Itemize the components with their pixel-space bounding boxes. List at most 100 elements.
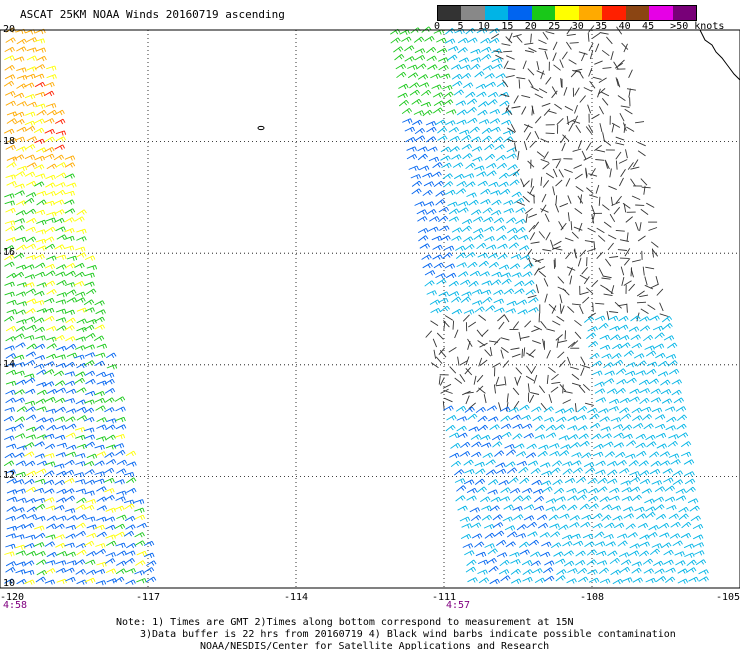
wind-barb: [648, 378, 659, 385]
wind-barb: [35, 532, 46, 539]
wind-barb: [55, 182, 66, 188]
wind-barb: [64, 495, 76, 502]
wind-barb: [26, 101, 37, 107]
wind-barb: [25, 180, 37, 187]
wind-barb: [144, 552, 155, 558]
wind-barb: [474, 541, 485, 548]
wind-barb: [443, 181, 454, 188]
wind-barb: [690, 515, 701, 522]
wind-barb: [411, 188, 422, 195]
wind-barb: [514, 280, 525, 287]
wind-barb: [485, 153, 496, 161]
wind-barb: [36, 55, 47, 62]
wind-barb: [46, 289, 57, 295]
wind-barb: [447, 201, 458, 207]
wind-barb: [525, 132, 532, 141]
wind-barb: [496, 81, 508, 88]
wind-barb: [628, 283, 636, 292]
wind-barb: [25, 111, 36, 117]
wind-barb: [524, 280, 535, 287]
wind-barb: [65, 343, 77, 350]
wind-barb: [518, 79, 521, 89]
wind-barb: [454, 377, 463, 384]
wind-barb: [653, 496, 665, 503]
wind-barb: [457, 37, 469, 44]
wind-barb: [66, 182, 77, 188]
wind-barb: [625, 149, 628, 159]
wind-barb: [480, 37, 491, 44]
wind-barb: [25, 236, 37, 243]
wind-barb: [601, 98, 609, 106]
wind-barb: [635, 370, 647, 376]
wind-barb: [24, 373, 35, 379]
wind-barb: [506, 55, 515, 60]
wind-barb: [474, 71, 485, 78]
wind-barb: [45, 568, 56, 574]
colorbar-tick-label: 10: [477, 21, 490, 32]
wind-barb: [515, 533, 527, 539]
wind-barb: [56, 425, 67, 431]
wind-barb: [480, 496, 491, 503]
wind-barb: [16, 406, 28, 412]
wind-barb: [500, 347, 509, 353]
wind-barb: [571, 382, 581, 387]
wind-barb: [36, 389, 48, 396]
wind-barb: [76, 228, 87, 234]
wind-barb: [35, 262, 46, 269]
lat-lon-grid: [0, 30, 740, 588]
wind-barb: [25, 226, 37, 233]
wind-barb: [557, 351, 565, 359]
wind-barb: [417, 216, 428, 222]
wind-barb: [496, 539, 507, 546]
wind-barb: [519, 477, 530, 485]
wind-barb: [4, 345, 15, 351]
wind-barb: [85, 378, 96, 385]
wind-barb: [45, 523, 57, 529]
wind-barb: [5, 567, 16, 573]
wind-barb: [481, 329, 489, 337]
wind-barb: [586, 187, 594, 194]
wind-barb: [432, 254, 443, 260]
wind-barb: [603, 139, 612, 146]
wind-barb: [574, 87, 580, 96]
wind-barb: [610, 51, 614, 61]
wind-barb: [609, 325, 620, 332]
wind-barb: [583, 462, 595, 468]
wind-barb: [534, 434, 546, 440]
wind-barb: [474, 461, 485, 468]
wind-barb: [688, 576, 699, 583]
wind-barb: [5, 207, 16, 214]
wind-barb: [64, 162, 76, 168]
wind-barb: [504, 376, 507, 386]
wind-barb: [635, 121, 645, 124]
wind-barb: [575, 186, 584, 192]
wind-barb: [622, 577, 633, 583]
wind-barb: [45, 270, 56, 277]
wind-barb: [530, 365, 537, 375]
wind-barb: [83, 460, 95, 467]
wind-barb: [84, 427, 95, 433]
wind-barb: [478, 387, 486, 394]
wind-barb: [598, 77, 607, 83]
latitude-label: 18: [3, 135, 16, 147]
colorbar-tick-label: 35: [595, 21, 608, 32]
wind-barb: [55, 299, 67, 305]
wind-barb: [579, 440, 590, 447]
wind-barb: [4, 578, 15, 584]
wind-barb: [35, 47, 47, 53]
wind-barb: [45, 182, 56, 188]
wind-barb: [440, 388, 449, 394]
wind-barb: [522, 569, 533, 575]
wind-barb: [104, 452, 115, 458]
wind-barb: [505, 74, 515, 78]
wind-barb: [603, 441, 614, 447]
wind-barb: [123, 499, 135, 505]
wind-barb: [495, 462, 506, 468]
wind-barb: [510, 347, 520, 351]
wind-barb: [105, 552, 116, 558]
wind-barb: [557, 276, 565, 284]
wind-barb: [567, 425, 578, 431]
wind-barb: [646, 202, 655, 208]
wind-barb: [515, 451, 527, 457]
wind-barb: [542, 338, 545, 348]
